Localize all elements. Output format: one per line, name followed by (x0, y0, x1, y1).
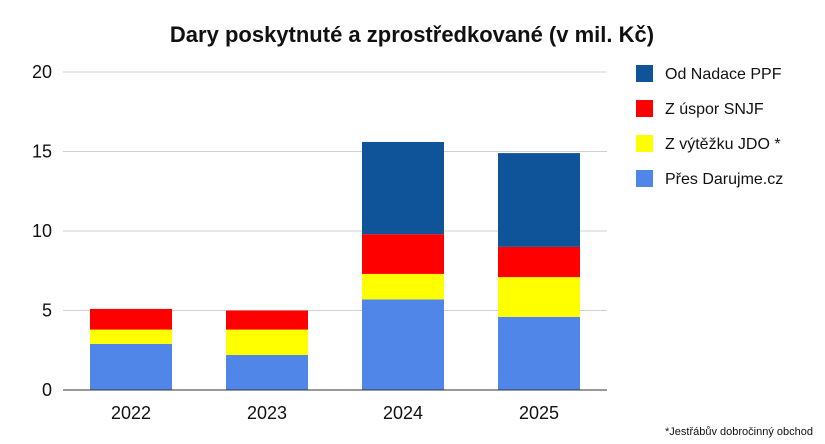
legend-swatch (636, 135, 653, 152)
chart-title: Dary poskytnuté a zprostředkované (v mil… (170, 22, 654, 47)
x-tick-label: 2022 (111, 403, 151, 423)
y-tick-label: 10 (32, 221, 52, 241)
bar-segment (90, 343, 172, 390)
bars-layer (90, 141, 580, 390)
bar-segment (226, 329, 308, 356)
x-tick-label: 2025 (519, 403, 559, 423)
bar-segment (90, 329, 172, 344)
y-tick-label: 20 (32, 62, 52, 82)
bar-segment (498, 246, 580, 278)
legend-label: Z úspor SNJF (665, 101, 764, 118)
bar-segment (362, 234, 444, 274)
legend-label: Od Nadace PPF (665, 66, 782, 83)
x-tick-label: 2024 (383, 403, 423, 423)
y-tick-label: 0 (42, 380, 52, 400)
legend-swatch (636, 100, 653, 117)
bar-segment (362, 141, 444, 235)
bar-segment (362, 299, 444, 390)
bar-segment (362, 273, 444, 300)
bar-segment (498, 277, 580, 317)
x-tick-label: 2023 (247, 403, 287, 423)
bar-segment (226, 355, 308, 390)
legend: Od Nadace PPF Z úspor SNJF Z výtěžku JDO *… (636, 65, 783, 188)
bar-segment (226, 310, 308, 330)
y-tick-label: 5 (42, 301, 52, 321)
footnote: *Jestřábův dobročinný obchod (665, 426, 813, 438)
bar-segment (498, 153, 580, 247)
bar-segment (498, 316, 580, 390)
legend-label: Přes Darujme.cz (665, 171, 783, 188)
legend-swatch (636, 65, 653, 82)
bar-segment (90, 308, 172, 330)
y-tick-label: 15 (32, 142, 52, 162)
axis-layer: 0 5 10 15 20 2022 2023 2024 2025 (32, 62, 607, 423)
legend-label: Z výtěžku JDO * (665, 136, 781, 153)
legend-swatch (636, 170, 653, 187)
